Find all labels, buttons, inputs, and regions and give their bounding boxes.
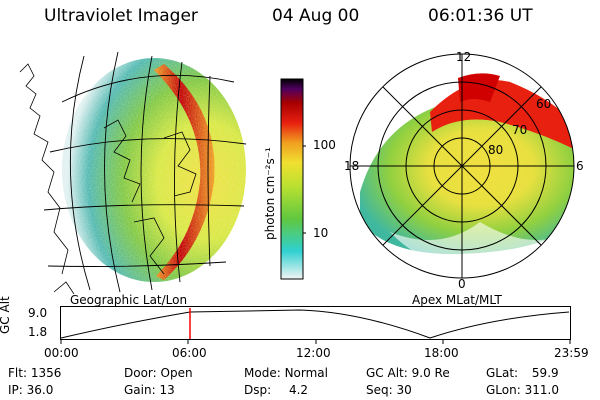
polar-aurora-band — [360, 97, 574, 255]
info-ip-label: IP: — [8, 383, 23, 397]
mlt-label-0: 0 — [458, 277, 466, 291]
lat-label-80: 80 — [488, 143, 503, 157]
speckle-overlay — [62, 58, 246, 282]
colorbar-tick-100: 100 — [313, 138, 336, 152]
info-gain-value: 13 — [159, 383, 175, 397]
info-flt: Flt: 1356 — [8, 366, 61, 380]
info-dsp-label: Dsp: — [244, 383, 272, 397]
info-seq-value: 30 — [396, 383, 412, 397]
info-glon-value: 311.0 — [524, 383, 559, 397]
altitude-curve — [60, 309, 570, 339]
geographic-caption: Geographic Lat/Lon — [70, 293, 188, 307]
polar-plot: 12 18 6 0 60 70 80 — [344, 50, 584, 291]
date-label: 04 Aug 00 — [272, 6, 360, 26]
altitude-timeline — [60, 306, 571, 344]
info-glon: GLon: 311.0 — [486, 383, 559, 397]
info-door-label: Door: — [124, 366, 157, 380]
color-scale-bar — [280, 78, 306, 280]
polar-caption: Apex MLat/MLT — [412, 293, 502, 307]
info-gain: Gain: 13 — [124, 383, 175, 397]
mlt-label-12: 12 — [456, 50, 471, 64]
info-seq-label: Seq: — [366, 383, 393, 397]
info-door-value: Open — [160, 366, 193, 380]
info-dsp-value: 4.2 — [288, 383, 309, 397]
timeline-xtick-1200: 12:00 — [296, 346, 331, 360]
info-mode-value: Normal — [284, 366, 328, 380]
timeline-ytick-1-8: 1.8 — [28, 325, 48, 339]
timeline-xtick-0600: 06:00 — [172, 346, 207, 360]
timeline-xtick-1800: 18:00 — [424, 346, 459, 360]
colorbar-unit-label: photon cm⁻²s⁻¹ — [263, 147, 277, 240]
info-gcalt: GC Alt: 9.0 Re — [366, 366, 450, 380]
info-glat: GLat: 59.9 — [486, 366, 559, 380]
mlt-label-18: 18 — [344, 159, 359, 173]
info-ip: IP: 36.0 — [8, 383, 53, 397]
timeline-axis-label: GC Alt — [0, 296, 12, 334]
mlt-label-6: 6 — [576, 159, 584, 173]
timeline-xtick-0000: 00:00 — [44, 346, 79, 360]
timeline-ytick-9: 9.0 — [28, 306, 48, 320]
info-mode-label: Mode: — [244, 366, 281, 380]
info-flt-label: Flt: — [8, 366, 27, 380]
lat-label-60: 60 — [536, 97, 551, 111]
lat-label-70: 70 — [512, 123, 527, 137]
info-gcalt-value: 9.0 Re — [411, 366, 450, 380]
info-seq: Seq: 30 — [366, 383, 412, 397]
info-gain-label: Gain: — [124, 383, 156, 397]
info-mode: Mode: Normal — [244, 366, 328, 380]
timeline-xtick-2359: 23:59 — [554, 346, 589, 360]
info-ip-value: 36.0 — [26, 383, 54, 397]
info-glat-label: GLat: — [486, 366, 519, 380]
info-flt-value: 1356 — [30, 366, 62, 380]
info-gcalt-label: GC Alt: — [366, 366, 408, 380]
colorbar-tick-10: 10 — [313, 226, 329, 240]
instrument-title: Ultraviolet Imager — [44, 6, 198, 26]
info-glon-label: GLon: — [486, 383, 521, 397]
time-label: 06:01:36 UT — [428, 6, 533, 26]
info-dsp: Dsp: 4.2 — [244, 383, 308, 397]
info-glat-value: 59.9 — [531, 366, 559, 380]
info-door: Door: Open — [124, 366, 193, 380]
geographic-map — [19, 51, 247, 294]
